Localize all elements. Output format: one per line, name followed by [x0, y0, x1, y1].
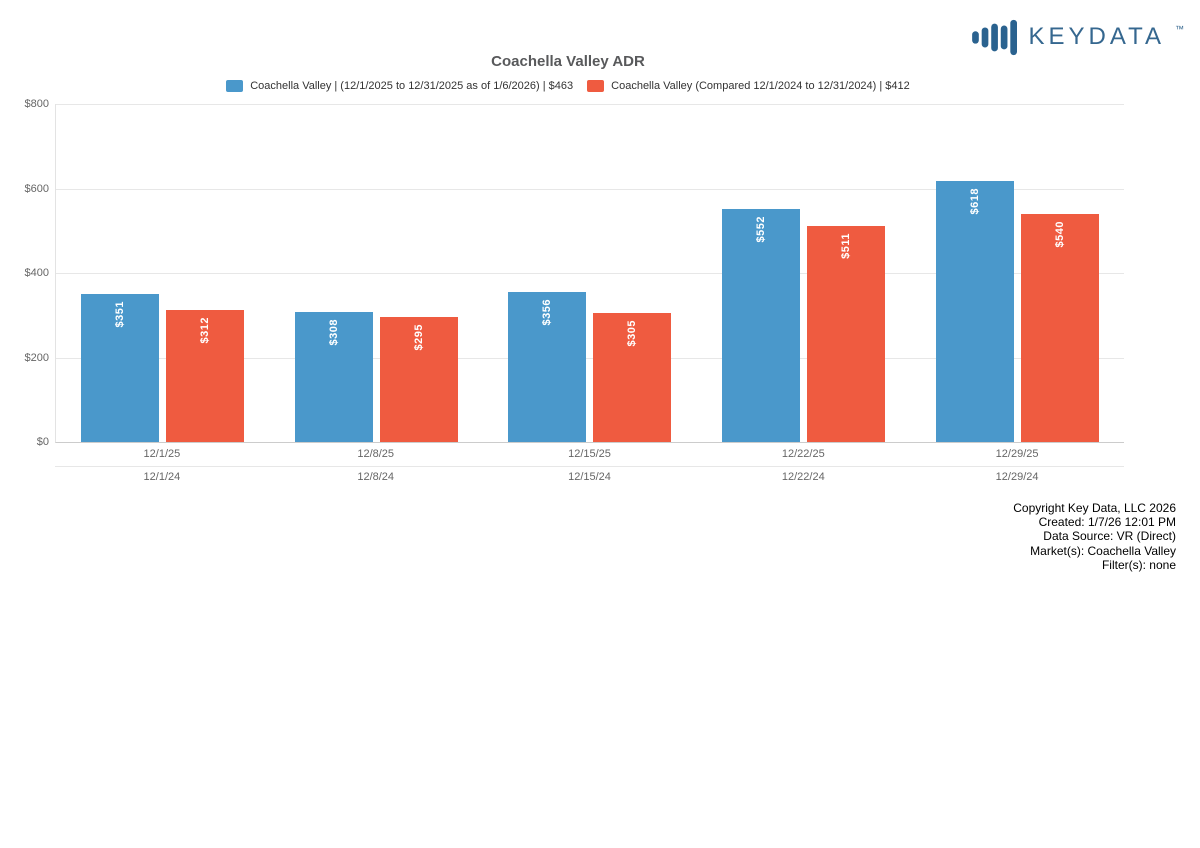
bar-groups: $351 $312 $308 $295 $356 $305 $552 $511 $618 $540: [56, 104, 1124, 442]
legend-swatch-icon: [226, 80, 244, 92]
x-axis-labels-2025: 12/1/25 12/8/25 12/15/25 12/22/25 12/29/25: [55, 448, 1124, 460]
copyright-line-1: Copyright Key Data, LLC 2026: [1013, 501, 1176, 515]
x-axis-label-12/15/25: 12/15/25: [568, 448, 611, 460]
bar-value-label: $312: [199, 317, 212, 344]
x-axis-label-12/15/24: 12/15/24: [568, 471, 611, 483]
keydata-bars-icon: [971, 19, 1017, 56]
chart-legend: Coachella Valley | (12/1/2025 to 12/31/2…: [0, 80, 1136, 92]
x-axis-label-12/8/24: 12/8/24: [357, 471, 395, 483]
bar-compare-12/1/25[interactable]: $312: [166, 310, 245, 442]
y-tick-label: $400: [24, 267, 49, 279]
plot-area: $0 $200 $400 $600 $800 $351 $312 $308 $295 $356 $3…: [25, 98, 1124, 448]
copyright-block: Copyright Key Data, LLC 2026 Created: 1/7…: [1013, 501, 1176, 572]
gridline-$600: [56, 188, 1124, 190]
legend-label: Coachella Valley | (12/1/2025 to 12/31/2…: [250, 80, 574, 92]
x-axis-separator-line: [55, 466, 1124, 467]
x-axis-label-12/1/25: 12/1/25: [143, 448, 181, 460]
gridline-$200: [56, 357, 1124, 359]
bar-value-label: $356: [541, 298, 554, 326]
legend-swatch-icon: [587, 80, 605, 92]
copyright-line-2: Created: 1/7/26 12:01 PM: [1038, 515, 1176, 530]
bar-compare-12/15/25[interactable]: $305: [593, 313, 672, 442]
legend-item-series-0[interactable]: Coachella Valley | (12/1/2025 to 12/31/2…: [226, 80, 573, 92]
bar-current-12/22/25[interactable]: $552: [722, 208, 801, 442]
legend-item-series-1[interactable]: Coachella Valley (Compared 12/1/2024 to …: [587, 80, 910, 92]
y-tick-label: $0: [36, 436, 49, 448]
bar-compare-12/22/25[interactable]: $511: [807, 226, 886, 442]
x-axis-label-12/29/24: 12/29/24: [995, 471, 1039, 483]
bar-value-label: $552: [755, 215, 768, 243]
keydata-logo: KEYDATA ™: [971, 16, 1184, 58]
y-tick-label: $600: [24, 182, 49, 195]
bar-value-label: $351: [114, 300, 127, 328]
x-axis-labels-2024: 12/1/24 12/8/24 12/15/24 12/22/24 12/29/24: [55, 471, 1124, 483]
bar-compare-12/29/25[interactable]: $540: [1020, 213, 1099, 442]
gridline-$800: [56, 104, 1124, 105]
bar-group-12/15/25: $356 $305: [483, 104, 697, 442]
bar-compare-12/8/25[interactable]: $295: [379, 317, 458, 442]
gridline-$400: [56, 273, 1124, 274]
legend-label: Coachella Valley (Compared 12/1/2024 to …: [611, 80, 910, 92]
bar-value-label: $305: [626, 320, 639, 347]
copyright-line-3: Data Source: VR (Direct): [1043, 529, 1176, 544]
bar-group-12/1/25: $351 $312: [56, 104, 270, 442]
copyright-line-4: Market(s): Coachella Valley: [1030, 543, 1176, 558]
bar-current-12/15/25[interactable]: $356: [508, 291, 587, 442]
bar-current-12/1/25[interactable]: $351: [81, 293, 160, 442]
y-tick-label: $800: [24, 98, 49, 110]
x-axis-label-12/8/25: 12/8/25: [357, 448, 395, 460]
bar-value-label: $511: [840, 233, 853, 259]
x-axis-label-12/22/25: 12/22/25: [781, 448, 825, 460]
y-tick-label: $200: [24, 351, 49, 364]
chart-title: Coachella Valley ADR: [491, 53, 645, 70]
x-axis-label-12/22/24: 12/22/24: [781, 471, 825, 483]
bar-current-12/29/25[interactable]: $618: [935, 180, 1014, 442]
copyright-line-5: Filter(s): none: [1101, 557, 1176, 572]
bar-value-label: $308: [327, 318, 340, 346]
keydata-logo-text: KEYDATA: [1028, 23, 1165, 50]
bar-group-12/29/25: $618 $540: [910, 104, 1124, 442]
bar-group-12/8/25: $308 $295: [270, 104, 484, 442]
bar-value-label: $618: [968, 187, 981, 215]
bar-value-label: $540: [1053, 220, 1066, 248]
x-axis-label-12/29/25: 12/29/25: [995, 448, 1039, 460]
bar-value-label: $295: [412, 324, 425, 351]
bar-group-12/22/25: $552 $511: [697, 104, 911, 442]
bar-current-12/8/25[interactable]: $308: [294, 311, 373, 442]
x-axis-label-12/1/24: 12/1/24: [143, 471, 181, 483]
trademark-symbol: ™: [1175, 24, 1184, 34]
